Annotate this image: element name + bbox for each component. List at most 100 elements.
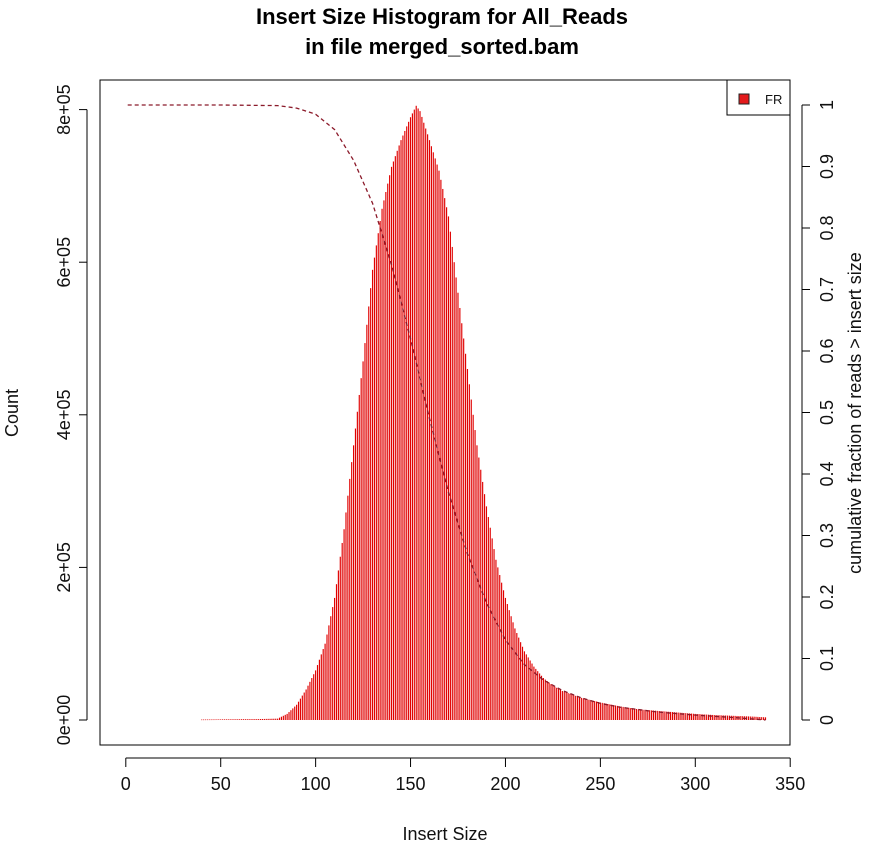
bar xyxy=(383,200,385,720)
bar xyxy=(677,712,679,720)
x-axis-label: Insert Size xyxy=(402,824,487,844)
bar xyxy=(740,716,742,720)
bar xyxy=(459,307,461,720)
bar xyxy=(711,714,713,720)
y2-tick-label: 0.4 xyxy=(817,461,837,486)
bar xyxy=(328,625,330,720)
bar xyxy=(709,714,712,720)
bar xyxy=(451,246,453,720)
bar xyxy=(546,681,548,720)
bar xyxy=(607,703,609,720)
bar xyxy=(584,698,586,720)
bar xyxy=(478,457,480,720)
bar xyxy=(385,192,387,720)
bar xyxy=(476,445,478,720)
bar xyxy=(725,715,727,720)
bar xyxy=(371,269,374,720)
bar xyxy=(466,369,469,720)
bar xyxy=(330,616,332,720)
bar xyxy=(658,711,660,720)
legend: FR xyxy=(726,79,791,116)
bar xyxy=(504,597,507,720)
bar xyxy=(552,685,554,720)
bar xyxy=(721,715,723,720)
bar xyxy=(529,660,531,720)
bar xyxy=(402,135,404,721)
bar xyxy=(427,134,429,720)
bar xyxy=(389,175,391,721)
bar xyxy=(396,150,398,721)
bar xyxy=(592,700,594,720)
bar xyxy=(671,712,674,720)
bar xyxy=(647,710,649,720)
bar xyxy=(651,710,653,720)
bar xyxy=(335,584,338,720)
bar xyxy=(747,716,749,720)
bar xyxy=(620,706,622,720)
bar xyxy=(664,711,666,720)
bar xyxy=(578,697,581,720)
bar xyxy=(229,719,231,720)
bar xyxy=(337,570,339,720)
bar xyxy=(351,462,353,720)
bar xyxy=(482,481,484,720)
bar xyxy=(675,712,677,720)
bar xyxy=(506,604,508,720)
bar xyxy=(732,715,734,720)
bar xyxy=(558,688,560,720)
bar xyxy=(368,306,370,720)
bar xyxy=(444,198,446,721)
bar xyxy=(548,682,550,720)
chart-title: Insert Size Histogram for All_Reads xyxy=(256,4,628,29)
bar xyxy=(597,701,600,720)
bar xyxy=(618,706,620,720)
bar xyxy=(220,719,222,720)
bar xyxy=(487,517,489,720)
bar xyxy=(316,665,319,720)
bar xyxy=(417,108,419,720)
bar xyxy=(218,719,220,720)
bar xyxy=(689,713,691,720)
bar xyxy=(624,707,626,720)
bar xyxy=(679,712,681,720)
bar xyxy=(261,718,264,720)
bar xyxy=(208,719,210,721)
bar xyxy=(605,703,607,720)
bar xyxy=(358,394,360,720)
chart-subtitle: in file merged_sorted.bam xyxy=(305,34,579,59)
bar xyxy=(483,494,486,720)
bar xyxy=(324,643,326,720)
y2-tick-label: 0.3 xyxy=(817,523,837,548)
bar xyxy=(455,277,457,720)
bar xyxy=(613,705,615,720)
bar xyxy=(256,719,258,720)
bar xyxy=(609,704,611,720)
bar xyxy=(406,126,408,720)
bar xyxy=(440,179,442,721)
bar xyxy=(303,692,305,720)
y-tick-label: 6e+05 xyxy=(54,237,74,288)
bar xyxy=(210,719,212,721)
y2-axis-label: cumulative fraction of reads > insert si… xyxy=(845,252,865,574)
bar xyxy=(518,637,520,720)
bar xyxy=(288,712,290,720)
bar xyxy=(614,705,617,720)
bar xyxy=(734,715,736,720)
bar xyxy=(723,715,725,720)
y-tick-label: 0e+00 xyxy=(54,695,74,746)
bar xyxy=(244,719,246,720)
bar xyxy=(423,122,425,721)
bar xyxy=(204,719,207,721)
bar xyxy=(525,654,527,720)
bar xyxy=(449,231,451,720)
bar xyxy=(611,704,613,720)
bar xyxy=(499,575,501,720)
bar xyxy=(320,654,322,720)
bar xyxy=(313,674,315,720)
y2-tick-label: 0.1 xyxy=(817,646,837,671)
x-tick-label: 300 xyxy=(680,774,710,794)
bar xyxy=(248,719,250,720)
bar xyxy=(296,704,298,720)
bar xyxy=(692,713,694,720)
bar xyxy=(491,538,493,720)
